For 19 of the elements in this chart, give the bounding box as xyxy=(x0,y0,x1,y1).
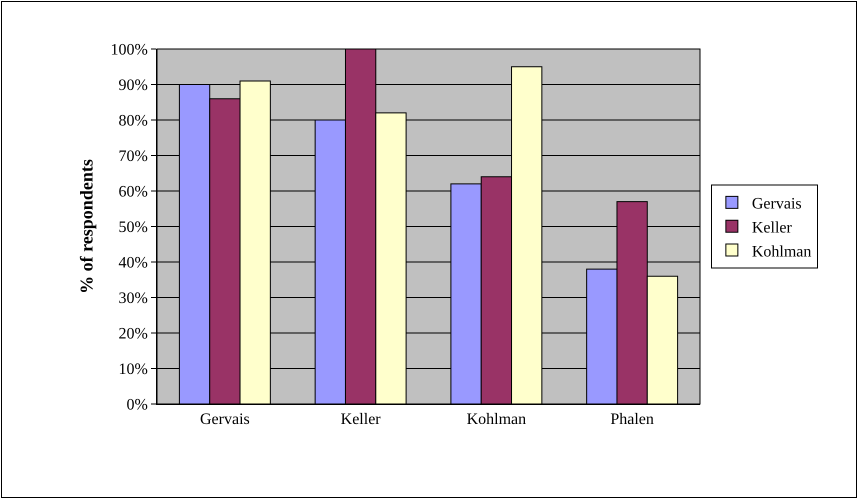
legend-label: Gervais xyxy=(752,196,802,213)
y-tick-label: 50% xyxy=(118,219,148,236)
y-axis-title: % of respondents xyxy=(76,159,97,294)
y-tick-label: 20% xyxy=(118,326,148,343)
y-tick-label: 40% xyxy=(118,254,148,272)
y-tick-label: 70% xyxy=(118,148,148,166)
y-tick-label: 10% xyxy=(118,361,148,378)
x-tick-label: Keller xyxy=(340,411,382,428)
y-tick-label: 0% xyxy=(126,396,148,414)
y-tick-label: 90% xyxy=(118,77,148,94)
y-tick-label: 30% xyxy=(118,290,148,308)
x-tick-label: Kohlman xyxy=(466,411,526,428)
y-tick-label: 80% xyxy=(118,112,148,130)
x-tick-label: Gervais xyxy=(200,411,250,428)
y-tick-label: 100% xyxy=(110,42,148,59)
legend-label: Keller xyxy=(752,219,793,236)
y-tick-label: 60% xyxy=(118,184,148,201)
legend-label: Kohlman xyxy=(752,243,812,260)
x-tick-label: Phalen xyxy=(610,411,654,428)
